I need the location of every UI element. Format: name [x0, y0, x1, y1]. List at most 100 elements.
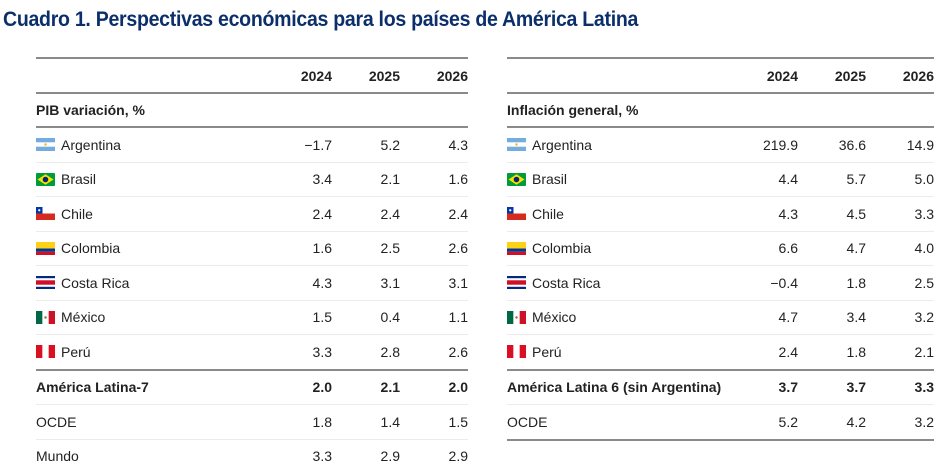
page-title: Cuadro 1. Perspectivas económicas para l… [3, 8, 638, 32]
flag-chile-icon [507, 207, 526, 220]
country-name: México [61, 309, 105, 325]
cell-value: 1.4 [332, 414, 400, 430]
flag-colombia-icon [36, 242, 55, 255]
cell-value: 3.4 [264, 171, 332, 187]
section-title-row: Inflación general, % [507, 94, 934, 128]
cell-value: 36.6 [798, 137, 866, 153]
cell-value: 5.2 [730, 414, 798, 430]
cell-value: 3.2 [866, 309, 934, 325]
country-name: México [532, 309, 576, 325]
flag-mexico-icon [507, 311, 526, 324]
country-label: Colombia [507, 240, 730, 256]
country-name: Chile [532, 206, 564, 222]
country-label: Perú [507, 344, 730, 360]
year-column-header: 2024 [264, 68, 332, 84]
flag-costa-rica-icon [36, 276, 55, 289]
cell-value: 6.6 [730, 240, 798, 256]
cell-value: 2.9 [332, 448, 400, 464]
country-label: México [507, 309, 730, 325]
country-label: Chile [507, 206, 730, 222]
region-label: OCDE [507, 414, 730, 430]
cell-value: 3.4 [798, 309, 866, 325]
cell-value: 1.1 [400, 309, 468, 325]
cell-value: 4.5 [798, 206, 866, 222]
cell-value: 2.8 [332, 344, 400, 360]
country-name: Chile [61, 206, 93, 222]
year-column-header: 2024 [730, 68, 798, 84]
country-label: Costa Rica [36, 275, 264, 291]
cell-value: 2.9 [400, 448, 468, 464]
country-name: Argentina [61, 137, 121, 153]
cell-value: 2.1 [332, 379, 400, 395]
cell-value: 0.4 [332, 309, 400, 325]
cell-value: 5.0 [866, 171, 934, 187]
year-column-header: 2025 [798, 68, 866, 84]
cell-value: 1.5 [264, 309, 332, 325]
country-name: Perú [532, 344, 562, 360]
cell-value: 2.4 [400, 206, 468, 222]
flag-costa-rica-icon [507, 276, 526, 289]
aggregate-label: América Latina-7 [36, 379, 264, 395]
cell-value: 3.7 [730, 379, 798, 395]
cell-value: −1.7 [264, 137, 332, 153]
country-name: Brasil [532, 171, 567, 187]
section-title-row: PIB variación, % [36, 94, 468, 128]
country-label: Argentina [36, 137, 264, 153]
cell-value: 3.3 [264, 344, 332, 360]
cell-value: 1.5 [400, 414, 468, 430]
cell-value: 4.3 [730, 206, 798, 222]
cell-value: 2.0 [400, 379, 468, 395]
country-label: Brasil [507, 171, 730, 187]
flag-chile-icon [36, 207, 55, 220]
cell-value: 2.1 [866, 344, 934, 360]
flag-colombia-icon [507, 242, 526, 255]
cell-value: 2.0 [264, 379, 332, 395]
flag-brasil-icon [507, 173, 526, 186]
cell-value: 2.6 [400, 240, 468, 256]
country-name: Brasil [61, 171, 96, 187]
cell-value: 219.9 [730, 137, 798, 153]
country-label: México [36, 309, 264, 325]
cell-value: 3.3 [866, 206, 934, 222]
flag-peru-icon [507, 345, 526, 358]
cell-value: 2.4 [730, 344, 798, 360]
country-label: Chile [36, 206, 264, 222]
country-label: Costa Rica [507, 275, 730, 291]
cell-value: 3.2 [866, 414, 934, 430]
cell-value: 2.6 [400, 344, 468, 360]
year-column-header: 2025 [332, 68, 400, 84]
cell-value: 5.7 [798, 171, 866, 187]
country-name: Colombia [61, 240, 120, 256]
country-name: Costa Rica [61, 275, 129, 291]
cell-value: 2.4 [264, 206, 332, 222]
cell-value: 4.0 [866, 240, 934, 256]
flag-peru-icon [36, 345, 55, 358]
cell-value: 1.6 [400, 171, 468, 187]
country-name: Colombia [532, 240, 591, 256]
cell-value: 3.1 [400, 275, 468, 291]
cell-value: 2.5 [866, 275, 934, 291]
country-label: Brasil [36, 171, 264, 187]
cell-value: 4.3 [400, 137, 468, 153]
country-label: Argentina [507, 137, 730, 153]
cell-value: 1.8 [798, 344, 866, 360]
cell-value: 3.1 [332, 275, 400, 291]
cell-value: −0.4 [730, 275, 798, 291]
year-column-header: 2026 [866, 68, 934, 84]
country-label: Perú [36, 344, 264, 360]
